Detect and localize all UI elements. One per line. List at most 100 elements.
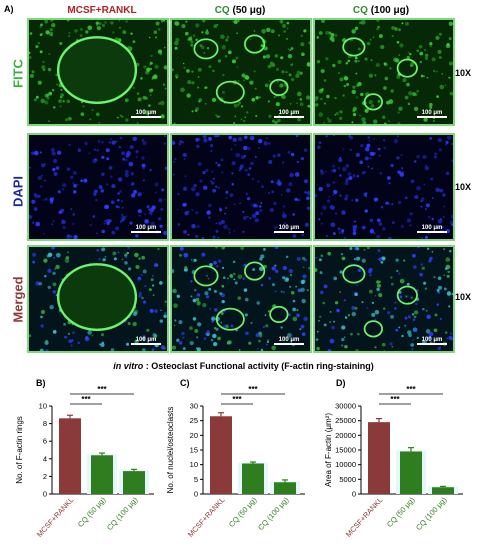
chart-y-tick-label: 15 — [190, 446, 198, 455]
scale-bar-label: 100 μm — [278, 110, 300, 116]
column-header-cq-50: CQ (50 μg) — [175, 5, 305, 16]
chart-significance-label: *** — [81, 395, 91, 404]
scale-bar-line — [417, 231, 447, 233]
chart-y-tick-label: 10 — [39, 402, 47, 411]
scale-bar: 100 μm — [131, 110, 161, 119]
chart-y-tick-label: 4 — [43, 454, 47, 463]
chart-significance-label: *** — [406, 385, 416, 394]
column-cq-label: CQ — [352, 5, 368, 16]
micrograph-dapi-cq-50: 100 μm — [170, 133, 312, 241]
chart-significance-label: *** — [390, 395, 400, 404]
micrograph-merged-mcsf-rankl: 100 μm — [27, 245, 169, 353]
chart-category-label: CQ (50 μg) — [76, 495, 108, 529]
micrograph-dapi-cq-100: 100 μm — [313, 133, 455, 241]
chart-bar — [400, 451, 422, 494]
scale-bar-line — [417, 116, 447, 118]
micrograph-dapi-mcsf-rankl: 100 μm — [27, 133, 169, 241]
chart-category-label: CQ (50 μg) — [385, 495, 417, 529]
row-label-dapi: DAPI — [10, 175, 26, 208]
chart-bar — [210, 416, 232, 494]
chart-bar — [432, 487, 454, 494]
scale-bar: 100 μm — [131, 337, 161, 346]
chart-y-tick-label: 5000 — [339, 475, 356, 484]
chart-bar — [368, 422, 390, 494]
chart-y-tick-label: 10 — [190, 460, 198, 469]
chart-y-tick-label: 20000 — [335, 431, 356, 440]
chart-y-tick-label: 0 — [43, 490, 47, 499]
micrograph-merged-cq-50: 100 μm — [170, 245, 312, 353]
micrograph-fitc-cq-50: 100 μm — [170, 18, 312, 126]
chart-y-tick-label: 25000 — [335, 416, 356, 425]
chart-category-label: CQ (100 μg) — [414, 495, 449, 532]
chart-category-label: CQ (100 μg) — [256, 495, 291, 532]
caption-text: : Osteoclast Functional activity (F-acti… — [143, 361, 374, 371]
scale-bar-label: 100 μm — [421, 225, 443, 231]
chart-bar — [123, 471, 145, 494]
scale-bar-line — [274, 343, 304, 345]
scale-bar: 100 μm — [417, 225, 447, 234]
chart-y-tick-label: 6 — [43, 437, 47, 446]
chart-y-tick-label: 30000 — [335, 402, 356, 411]
chart-y-tick-label: 15000 — [335, 446, 356, 455]
chart-category-label: MCSF+RANKL — [35, 495, 76, 539]
chart-y-tick-label: 20 — [190, 431, 198, 440]
micrograph-fitc-cq-100: 100 μm — [313, 18, 455, 126]
figure-caption: in vitro : Osteoclast Functional activit… — [0, 361, 487, 371]
scale-bar-line — [417, 343, 447, 345]
chart-y-tick-label: 0 — [352, 490, 356, 499]
scale-bar: 100 μm — [274, 110, 304, 119]
chart-bar — [242, 463, 264, 494]
scale-bar-label: 100 μm — [421, 110, 443, 116]
magnification-label-row1: 10X — [455, 68, 472, 78]
row-label-merged: Merged — [10, 276, 26, 323]
scale-bar-label: 100 μm — [135, 110, 157, 116]
chart-y-tick-label: 0 — [194, 490, 198, 499]
chart-y-tick-label: 30 — [190, 402, 198, 411]
scale-bar: 100 μm — [417, 337, 447, 346]
chart-ylabel: Area of F-actin (μm²) — [324, 413, 333, 487]
chart-panel-letter: C) — [180, 378, 190, 388]
column-header-cq-100: CQ (100 μg) — [315, 5, 447, 16]
chart-panel-letter: B) — [36, 378, 46, 388]
chart-bar — [274, 482, 296, 494]
chart-panel-letter: D) — [336, 378, 346, 388]
column-dose-label: (50 μg) — [232, 5, 266, 16]
chart-y-tick-label: 5 — [194, 475, 198, 484]
micrograph-fitc-mcsf-rankl: 100 μm — [27, 18, 169, 126]
chart-category-label: CQ (100 μg) — [105, 495, 140, 532]
scale-bar-line — [274, 231, 304, 233]
scale-bar-label: 100 μm — [135, 337, 157, 343]
scale-bar: 100 μm — [274, 337, 304, 346]
chart-y-tick-label: 25 — [190, 416, 198, 425]
column-cq-label: CQ — [214, 5, 230, 16]
chart-category-label: MCSF+RANKL — [344, 495, 385, 539]
scale-bar-line — [131, 231, 161, 233]
chart-bar — [91, 455, 113, 494]
column-header-mcsf-rankl: MCSF+RANKL — [67, 5, 137, 16]
scale-bar: 100 μm — [131, 225, 161, 234]
panel-a-letter: A) — [4, 4, 14, 14]
scale-bar: 100 μm — [417, 110, 447, 119]
scale-bar-line — [131, 343, 161, 345]
chart-ylabel: No. of nuclei/osteoclasts — [166, 407, 175, 494]
chart-ylabel: No. of F-actin rings — [15, 416, 24, 484]
scale-bar-line — [274, 116, 304, 118]
chart-y-tick-label: 10000 — [335, 460, 356, 469]
chart-significance-label: *** — [232, 395, 242, 404]
scale-bar: 100 μm — [274, 225, 304, 234]
chart-y-tick-label: 8 — [43, 419, 47, 428]
scale-bar-line — [131, 116, 161, 118]
chart-category-label: CQ (50 μg) — [227, 495, 259, 529]
bar-charts: B) No. of F-actin rings 0 2 4 6 8 10 MCSF+RANKL C… — [0, 376, 487, 550]
scale-bar-label: 100 μm — [278, 225, 300, 231]
row-label-fitc: FITC — [10, 59, 26, 88]
scale-bar-label: 100 μm — [135, 225, 157, 231]
magnification-label-row2: 10X — [455, 182, 472, 192]
magnification-label-row3: 10X — [455, 292, 472, 302]
caption-italic: in vitro — [113, 361, 144, 371]
chart-significance-label: *** — [248, 385, 258, 394]
chart-significance-label: *** — [97, 385, 107, 394]
scale-bar-label: 100 μm — [278, 337, 300, 343]
chart-category-label: MCSF+RANKL — [186, 495, 227, 539]
